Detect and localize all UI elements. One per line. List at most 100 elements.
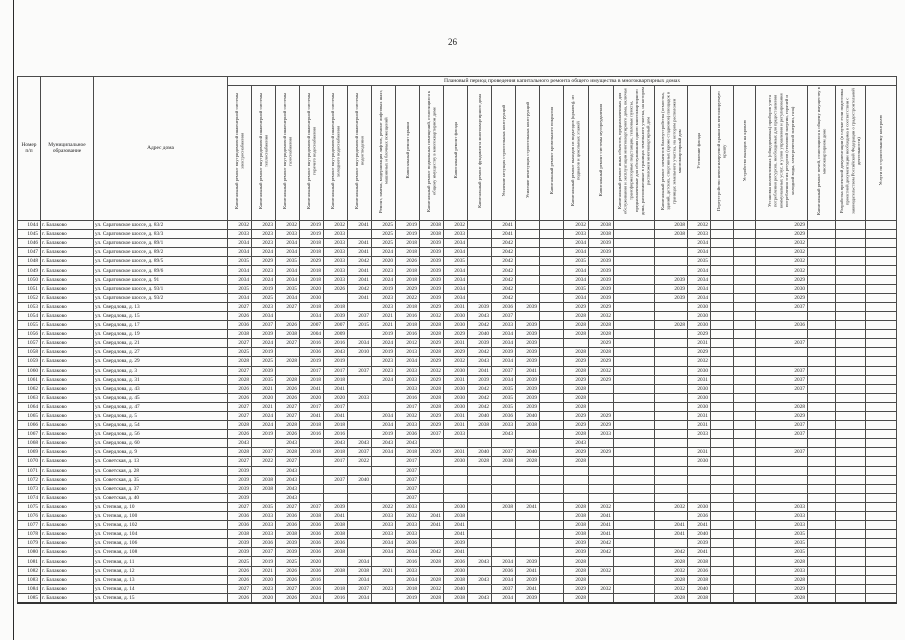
year-cell: 2032 — [654, 501, 688, 513]
year-cell: 2043 — [563, 438, 589, 449]
year-cell: 2028 — [275, 356, 300, 367]
year-cell: 2027 — [227, 410, 252, 422]
work-column-header-label: Капитальный ремонт внутридомовой инженер… — [305, 92, 317, 209]
year-cell: 2031 — [443, 301, 468, 312]
year-cell: 2033 — [251, 510, 276, 522]
year-cell — [835, 520, 866, 531]
year-cell — [807, 274, 836, 285]
year-cell: 2037 — [299, 501, 324, 513]
row-number-cell: 1085 — [17, 592, 41, 604]
municipality-cell: г. Балаково — [40, 429, 94, 440]
year-cell — [613, 374, 655, 385]
year-cell — [251, 438, 276, 449]
year-cell: 2043 — [323, 347, 348, 358]
year-cell — [467, 538, 492, 549]
year-cell — [467, 520, 492, 531]
work-column-header-label: Капитальный ремонт внутридомовой инженер… — [329, 92, 341, 209]
year-cell: 2027 — [227, 301, 252, 312]
year-cell: 2023 — [371, 583, 396, 594]
year-cell — [467, 256, 492, 267]
year-cell: 2034 — [275, 265, 300, 276]
year-cell — [864, 492, 898, 503]
year-cell: 2025 — [371, 229, 396, 240]
year-cell: 2033 — [323, 238, 348, 249]
year-cell: 2043 — [395, 438, 420, 449]
year-cell — [835, 501, 866, 513]
year-cell: 2034 — [347, 556, 372, 567]
year-cell: 2034 — [347, 574, 372, 585]
year-cell: 2039 — [687, 538, 711, 549]
year-cell — [835, 556, 866, 567]
municipality-cell: г. Балаково — [40, 238, 94, 249]
year-cell — [654, 510, 688, 522]
year-cell: 2035 — [755, 538, 808, 549]
year-cell: 2042 — [467, 383, 492, 394]
year-cell — [710, 529, 734, 540]
year-cell — [733, 283, 756, 294]
year-cell: 2033 — [755, 501, 808, 513]
year-cell — [347, 383, 372, 394]
year-cell: 2042 — [491, 256, 516, 267]
year-cell: 2034 — [491, 574, 516, 585]
year-cell: 2039 — [654, 283, 688, 294]
year-cell: 2034 — [275, 238, 300, 249]
municipality-cell: г. Балаково — [40, 320, 94, 331]
year-cell: 2042 — [467, 401, 492, 412]
year-cell: 2022 — [371, 501, 396, 513]
year-cell: 2024 — [251, 420, 276, 431]
year-cell: 2043 — [467, 310, 492, 322]
year-cell — [710, 565, 734, 576]
year-cell: 2039 — [323, 501, 348, 513]
year-cell: 2028 — [515, 456, 540, 467]
year-cell — [835, 274, 866, 285]
municipality-cell: г. Балаково — [40, 383, 94, 394]
year-cell — [613, 256, 655, 267]
year-cell: 2027 — [275, 301, 300, 312]
year-cell: 2035 — [563, 256, 589, 267]
year-cell — [323, 292, 348, 303]
year-cell — [588, 592, 614, 604]
year-cell: 2029 — [563, 583, 589, 594]
row-number-cell: 1060 — [17, 365, 41, 376]
year-cell: 2034 — [275, 292, 300, 303]
year-cell — [835, 574, 866, 585]
municipality-cell: г. Балаково — [40, 219, 94, 231]
year-cell — [467, 219, 492, 231]
year-cell: 2039 — [515, 301, 540, 312]
year-cell: 2027 — [275, 583, 300, 594]
year-cell: 2041 — [347, 247, 372, 258]
year-cell: 2034 — [687, 247, 711, 258]
year-cell: 2023 — [371, 356, 396, 367]
year-cell: 2026 — [323, 283, 348, 294]
year-cell: 2032 — [419, 365, 444, 376]
year-cell: 2027 — [275, 456, 300, 467]
row-number-cell: 1075 — [17, 501, 41, 513]
year-cell — [539, 229, 564, 240]
year-cell: 2029 — [687, 347, 711, 358]
year-cell — [347, 356, 372, 367]
year-cell: 2023 — [251, 238, 276, 249]
row-number-cell: 1058 — [17, 347, 41, 358]
year-cell — [539, 547, 564, 558]
address-cell: ул. Свердлова, д. 3 — [93, 365, 228, 376]
year-cell: 2030 — [443, 456, 468, 467]
year-cell: 2033 — [588, 429, 614, 440]
year-cell: 2020 — [299, 556, 324, 567]
work-column-header: Капитальный ремонт кровельного покрытия — [539, 85, 564, 221]
year-cell — [467, 247, 492, 258]
year-cell: 2039 — [227, 483, 252, 494]
year-cell: 2021 — [371, 565, 396, 576]
year-cell — [467, 510, 492, 522]
year-cell: 2038 — [347, 565, 372, 576]
year-cell — [654, 265, 688, 276]
year-cell — [613, 301, 655, 312]
year-cell: 2029 — [755, 410, 808, 422]
year-cell — [515, 474, 540, 485]
row-number-cell: 1062 — [17, 383, 41, 394]
year-cell: 2043 — [467, 574, 492, 585]
year-cell: 2028 — [563, 565, 589, 576]
year-cell — [491, 538, 516, 549]
year-cell — [807, 383, 836, 394]
work-column-header-label: Капитальный ремонт внутридомовой инженер… — [257, 92, 269, 209]
year-cell: 2010 — [347, 347, 372, 358]
